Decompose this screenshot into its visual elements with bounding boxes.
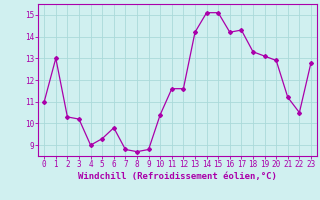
X-axis label: Windchill (Refroidissement éolien,°C): Windchill (Refroidissement éolien,°C) <box>78 172 277 181</box>
